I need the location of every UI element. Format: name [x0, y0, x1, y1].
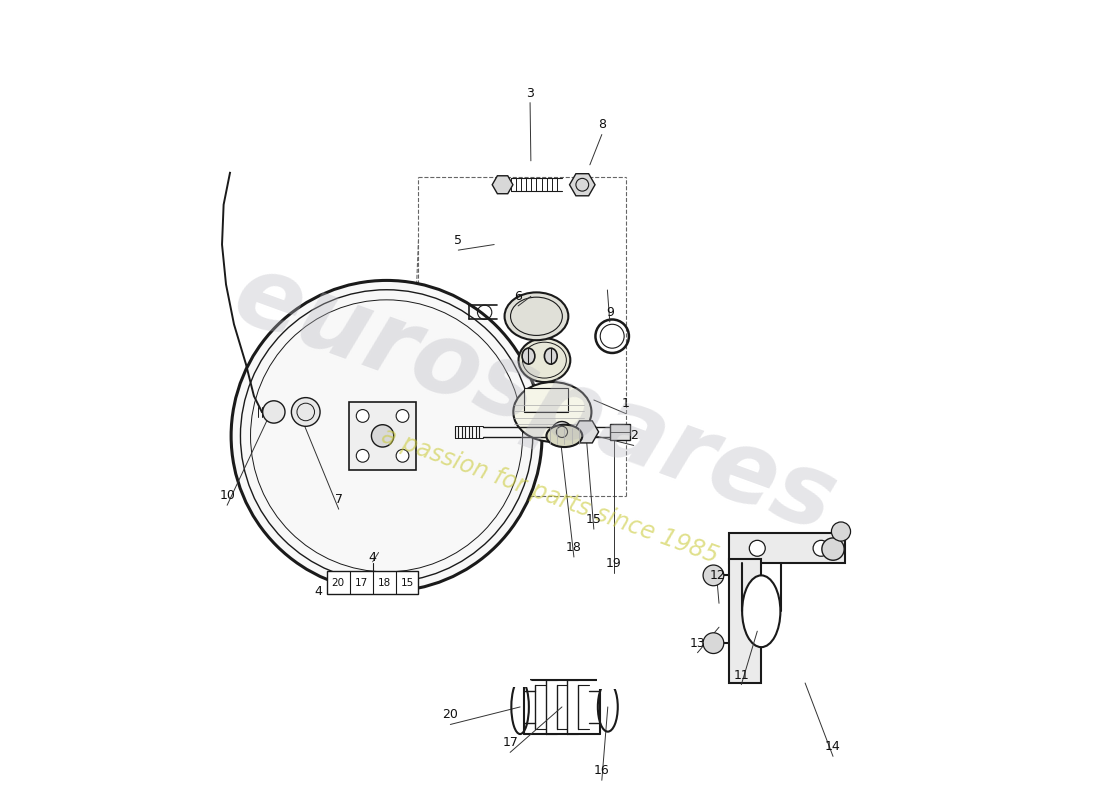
Circle shape	[356, 450, 369, 462]
Text: 4: 4	[315, 585, 322, 598]
Text: 15: 15	[400, 578, 414, 587]
Circle shape	[813, 540, 829, 556]
Text: eurospares: eurospares	[220, 246, 848, 554]
Bar	[349, 402, 417, 470]
Circle shape	[396, 450, 409, 462]
Text: 7: 7	[334, 493, 343, 506]
Text: 9: 9	[606, 306, 614, 319]
Bar	[525, 388, 569, 412]
Ellipse shape	[518, 338, 570, 382]
Text: 13: 13	[690, 637, 705, 650]
Text: 10: 10	[219, 489, 235, 502]
Ellipse shape	[505, 292, 569, 340]
Text: 14: 14	[825, 740, 840, 754]
Bar	[729, 559, 761, 683]
Circle shape	[822, 538, 844, 560]
Text: 20: 20	[442, 709, 459, 722]
Ellipse shape	[522, 348, 535, 364]
Text: 3: 3	[526, 86, 534, 99]
Text: 15: 15	[586, 513, 602, 526]
Circle shape	[292, 398, 320, 426]
Circle shape	[832, 522, 850, 541]
Circle shape	[372, 425, 394, 447]
Text: 5: 5	[454, 234, 462, 247]
Bar	[510, 675, 530, 687]
Text: 18: 18	[566, 541, 582, 554]
Bar	[609, 424, 629, 440]
Text: 17: 17	[354, 578, 367, 587]
Ellipse shape	[547, 425, 582, 447]
Text: 20: 20	[332, 578, 344, 587]
Text: 19: 19	[606, 557, 621, 570]
Text: 8: 8	[597, 118, 606, 131]
Circle shape	[551, 422, 572, 442]
Bar	[597, 678, 618, 690]
Text: 11: 11	[734, 669, 749, 682]
Text: 6: 6	[514, 290, 522, 303]
Text: 18: 18	[377, 578, 390, 587]
Text: 1: 1	[621, 398, 629, 410]
Ellipse shape	[544, 348, 558, 364]
Circle shape	[703, 565, 724, 586]
Text: 17: 17	[503, 736, 518, 750]
Ellipse shape	[514, 382, 592, 442]
Circle shape	[749, 540, 766, 556]
Bar	[327, 571, 418, 594]
Ellipse shape	[231, 281, 542, 591]
Text: 4: 4	[368, 550, 376, 563]
Circle shape	[263, 401, 285, 423]
Text: 16: 16	[594, 764, 609, 778]
Text: a passion for parts since 1985: a passion for parts since 1985	[378, 423, 722, 568]
Circle shape	[356, 410, 369, 422]
Bar	[729, 533, 845, 563]
Circle shape	[396, 410, 409, 422]
Text: 2: 2	[630, 430, 638, 442]
Circle shape	[703, 633, 724, 654]
Ellipse shape	[742, 575, 780, 647]
Text: 12: 12	[710, 569, 725, 582]
